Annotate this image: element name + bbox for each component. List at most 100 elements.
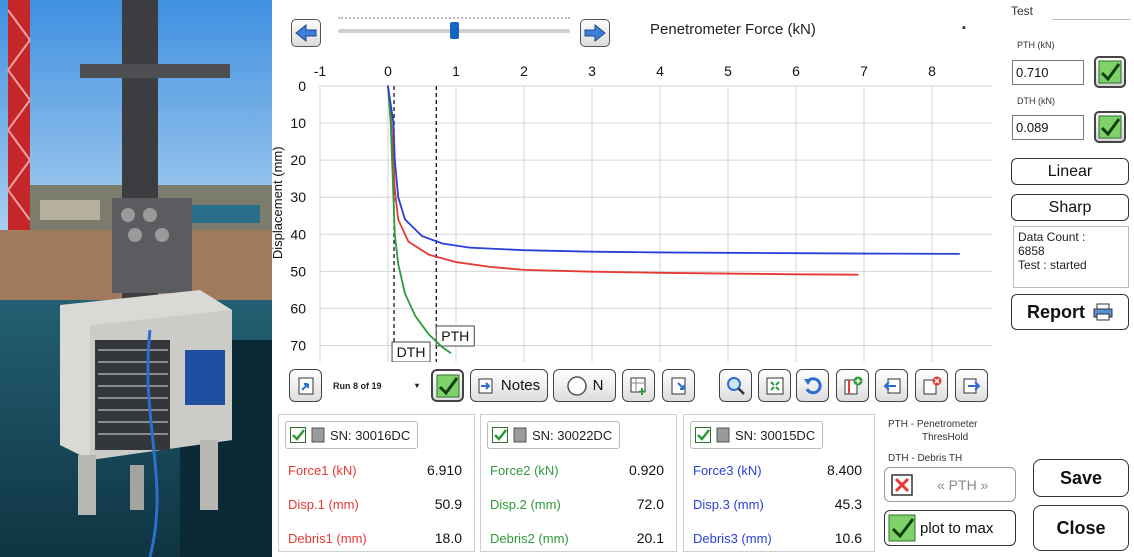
series-1-point <box>392 159 395 161</box>
plot-to-max-button[interactable]: plot to max <box>884 510 1016 546</box>
y-tick-label: 50 <box>290 263 306 279</box>
force-label: Force2 (kN) <box>490 463 559 478</box>
sensor-serial: SN: 30015DC <box>735 427 816 443</box>
add-marker-icon <box>844 376 862 394</box>
move-left-button[interactable] <box>875 369 908 402</box>
checkbox-checked-icon <box>290 427 306 443</box>
report-button[interactable]: Report <box>1011 294 1129 330</box>
undo-icon <box>803 376 822 394</box>
arrow-left-icon <box>295 24 317 42</box>
test-field[interactable] <box>1052 6 1130 20</box>
series-3-point <box>523 249 525 252</box>
series-2-point <box>428 333 430 336</box>
undo-button[interactable] <box>796 369 829 402</box>
debris-label: Debris1 (mm) <box>288 531 367 546</box>
series-1-point <box>455 261 457 263</box>
threshold-label: DTH <box>397 344 426 360</box>
x-tick-label: 7 <box>860 63 868 79</box>
n-button[interactable]: N <box>553 369 616 402</box>
move-right-icon <box>963 378 980 393</box>
series-1-point <box>394 188 396 191</box>
series-2-point <box>389 122 392 124</box>
arrow-right-icon <box>584 24 606 42</box>
import-button[interactable] <box>662 369 695 402</box>
sensor-icon <box>311 427 325 443</box>
sensor-icon <box>716 427 730 443</box>
disp-label: Disp.3 (mm) <box>693 497 764 512</box>
x-tick-label: 8 <box>928 63 936 79</box>
run-slider-thumb[interactable] <box>450 22 459 39</box>
export-run-button[interactable] <box>289 369 322 402</box>
force-label: Force3 (kN) <box>693 463 762 478</box>
add-data-button[interactable] <box>622 369 655 402</box>
legend-dth-line: DTH - Debris TH <box>888 453 963 464</box>
zoom-button[interactable] <box>719 369 752 402</box>
previous-run-button[interactable] <box>291 19 321 47</box>
series-1-point <box>659 272 661 274</box>
sensor-serial: SN: 30016DC <box>330 427 411 443</box>
equipment-photo <box>0 0 272 557</box>
series-2-point <box>441 346 444 349</box>
y-tick-label: 70 <box>290 337 306 353</box>
run-include-toggle[interactable] <box>431 369 464 402</box>
report-label: Report <box>1027 301 1085 322</box>
disp-value: 45.3 <box>834 496 862 512</box>
linear-button[interactable]: Linear <box>1011 158 1129 185</box>
add-marker-button[interactable] <box>836 369 869 402</box>
sensor-serial: SN: 30022DC <box>532 427 613 443</box>
series-2-point <box>404 292 406 295</box>
n-label: N <box>592 377 604 394</box>
series-2-point <box>391 159 393 161</box>
series-1-point <box>428 253 430 256</box>
next-run-button[interactable] <box>580 19 610 47</box>
series-1-point <box>591 270 593 273</box>
test-status: Test : started <box>1018 258 1087 272</box>
x-tick-label: 2 <box>520 63 528 79</box>
force-value: 0.920 <box>628 462 664 478</box>
dth-apply-button[interactable] <box>1094 111 1126 143</box>
fit-to-screen-button[interactable] <box>758 369 791 402</box>
move-left-icon <box>883 378 900 393</box>
close-button[interactable]: Close <box>1033 505 1129 551</box>
chart-variable-dropdown[interactable]: ▪ <box>962 22 966 34</box>
legend-pth-line1: PTH - Penetrometer <box>888 419 978 430</box>
printer-icon <box>1093 303 1113 321</box>
disp-value: 50.9 <box>434 496 462 512</box>
pth-apply-button[interactable] <box>1094 56 1126 88</box>
dth-input[interactable] <box>1012 115 1084 140</box>
delete-icon <box>923 376 941 394</box>
sensor-2-header[interactable]: SN: 30022DC <box>487 421 621 449</box>
series-1-point <box>795 273 797 276</box>
run-label: Run 8 of 19 <box>333 380 382 391</box>
save-button[interactable]: Save <box>1033 459 1129 497</box>
sensor-panel-3: SN: 30015DC Force3 (kN) 8.400 Disp.3 (mm… <box>683 414 875 552</box>
series-2-point <box>449 352 452 354</box>
run-selector[interactable]: Run 8 of 19 ▾ <box>327 372 425 399</box>
sensor-icon <box>513 427 527 443</box>
test-label: Test <box>1011 4 1034 18</box>
move-right-button[interactable] <box>955 369 988 402</box>
notes-button[interactable]: Notes <box>470 369 548 402</box>
force-value: 6.910 <box>426 462 462 478</box>
threshold-label-box <box>435 325 475 347</box>
y-tick-label: 10 <box>290 115 306 131</box>
y-tick-label: 0 <box>298 78 306 94</box>
data-count-label: Data Count : <box>1018 230 1086 244</box>
pth-input[interactable] <box>1012 60 1084 85</box>
sensor-panel-1: SN: 30016DC Force1 (kN) 6.910 Disp.1 (mm… <box>278 414 475 552</box>
delete-marker-button[interactable] <box>915 369 948 402</box>
series-3-point <box>421 235 423 237</box>
notes-label: Notes <box>500 377 541 394</box>
x-tick-label: 3 <box>588 63 596 79</box>
sensor-3-header[interactable]: SN: 30015DC <box>690 421 824 449</box>
sensor-1-header[interactable]: SN: 30016DC <box>285 421 419 449</box>
export-icon <box>298 377 313 394</box>
status-box: Data Count : 6858 Test : started <box>1013 226 1129 288</box>
pth-toggle[interactable]: « PTH » <box>884 467 1016 502</box>
x-tick-label: 4 <box>656 63 664 79</box>
x-tick-label: 5 <box>724 63 732 79</box>
series-3-point <box>441 242 444 245</box>
checkmark-icon <box>436 374 459 397</box>
sharp-button[interactable]: Sharp <box>1011 194 1129 221</box>
pth-label: PTH (kN) <box>1017 40 1055 50</box>
